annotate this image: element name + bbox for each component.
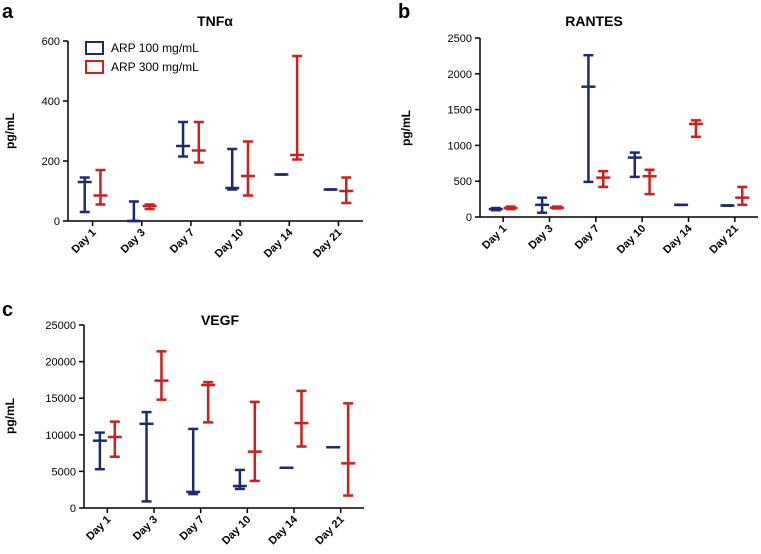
range-mark-arp-100: [92, 431, 107, 471]
panel-letter: b: [398, 1, 410, 23]
y-tick-label: 25000: [45, 320, 76, 332]
range-mark-arp-100: [126, 200, 141, 223]
legend-label-arp-100: ARP 100 mg/mL: [111, 41, 199, 55]
range-mark-arp-300: [549, 205, 564, 210]
y-tick-label: 500: [454, 176, 472, 188]
range-mark-arp-100: [176, 120, 191, 158]
range-mark-arp-300: [154, 350, 169, 401]
y-tick-label: 10000: [45, 430, 76, 442]
legend-label-arp-300: ARP 300 mg/mL: [111, 60, 199, 74]
range-mark-arp-300: [503, 205, 518, 211]
range-mark-arp-100: [535, 196, 550, 214]
x-tick-label: Day 10: [615, 223, 649, 257]
panel-a-tnf: a TNFα pg/mL 0 200 400 600 Day 1 Day 3 Day 7 Da…: [2, 1, 363, 260]
range-mark-arp-300: [201, 380, 216, 424]
range-mark-arp-300: [341, 402, 356, 497]
y-tick-label: 0: [54, 216, 60, 228]
y-tick-label: 1000: [448, 140, 472, 152]
y-tick-label: 0: [466, 212, 472, 224]
y-tick-label: 600: [42, 36, 60, 48]
y-axis-label: pg/mL: [3, 113, 17, 149]
panel-letter: c: [2, 299, 13, 321]
range-mark-arp-300: [596, 169, 611, 189]
x-tick-label: Day 7: [168, 227, 197, 256]
x-tick-label: Day 3: [526, 223, 555, 252]
x-tick-label: Day 21: [707, 223, 741, 257]
range-mark-arp-300: [240, 140, 255, 197]
x-tick-label: Day 7: [573, 223, 602, 252]
range-mark-arp-300: [247, 400, 262, 483]
range-mark-arp-100: [139, 410, 154, 503]
x-tick-label: Day 21: [313, 514, 347, 548]
x-tick-label: Day 1: [69, 227, 98, 256]
y-tick-label: 5000: [52, 466, 76, 478]
range-mark-arp-300: [93, 168, 108, 206]
x-tick-label: Day 1: [480, 223, 509, 252]
x-tick-label: Day 21: [311, 227, 345, 261]
x-tick-label: Day 10: [213, 227, 247, 261]
x-tick-label: Day 14: [267, 513, 301, 547]
range-mark-arp-300: [294, 389, 309, 448]
y-tick-label: 2500: [448, 33, 472, 45]
range-mark-arp-100: [232, 468, 247, 491]
chart-title: VEGF: [201, 312, 240, 328]
range-mark-arp-300: [688, 119, 703, 139]
range-mark-arp-300: [107, 420, 122, 459]
x-tick-label: Day 7: [178, 514, 207, 543]
range-mark-arp-300: [339, 176, 354, 205]
y-tick-label: 400: [42, 96, 60, 108]
range-mark-arp-300: [735, 185, 750, 207]
range-mark-arp-300: [642, 168, 657, 196]
legend: ARP 100 mg/mL ARP 300 mg/mL: [85, 41, 199, 74]
x-tick-label: Day 3: [119, 227, 148, 256]
legend-swatch-arp-300: [85, 60, 104, 74]
range-mark-arp-300: [142, 203, 157, 211]
y-tick-label: 200: [42, 156, 60, 168]
y-tick-label: 15000: [45, 393, 76, 405]
panel-letter: a: [2, 1, 14, 23]
y-axis-label: pg/mL: [399, 110, 413, 146]
range-mark-arp-300: [191, 120, 206, 164]
x-tick-label: Day 3: [131, 514, 160, 543]
range-mark-arp-100: [225, 147, 240, 191]
chart-title: RANTES: [565, 13, 623, 29]
y-axis-label: pg/mL: [3, 398, 17, 434]
y-tick-label: 1500: [448, 105, 472, 117]
range-mark-arp-100: [77, 176, 92, 214]
y-tick-label: 2000: [448, 69, 472, 81]
range-mark-arp-100: [186, 427, 201, 496]
x-tick-label: Day 1: [84, 514, 113, 543]
y-tick-label: 20000: [45, 357, 76, 369]
range-mark-arp-300: [290, 54, 305, 161]
y-tick-label: 0: [70, 503, 76, 515]
legend-swatch-arp-100: [85, 41, 104, 55]
range-mark-arp-100: [488, 206, 503, 212]
range-mark-arp-100: [627, 151, 642, 179]
x-tick-label: Day 14: [661, 222, 695, 256]
x-tick-label: Day 14: [262, 226, 296, 260]
range-mark-arp-100: [581, 53, 596, 184]
panel-b-rantes: b RANTES pg/mL 0 500 1000 1500 2000 2500 Day 1…: [398, 1, 758, 256]
panel-c-vegf: c VEGF pg/mL 0 5000 10000 15000 20000 25000 Da…: [2, 299, 364, 547]
x-tick-label: Day 10: [220, 514, 254, 548]
chart-title: TNFα: [197, 13, 233, 29]
